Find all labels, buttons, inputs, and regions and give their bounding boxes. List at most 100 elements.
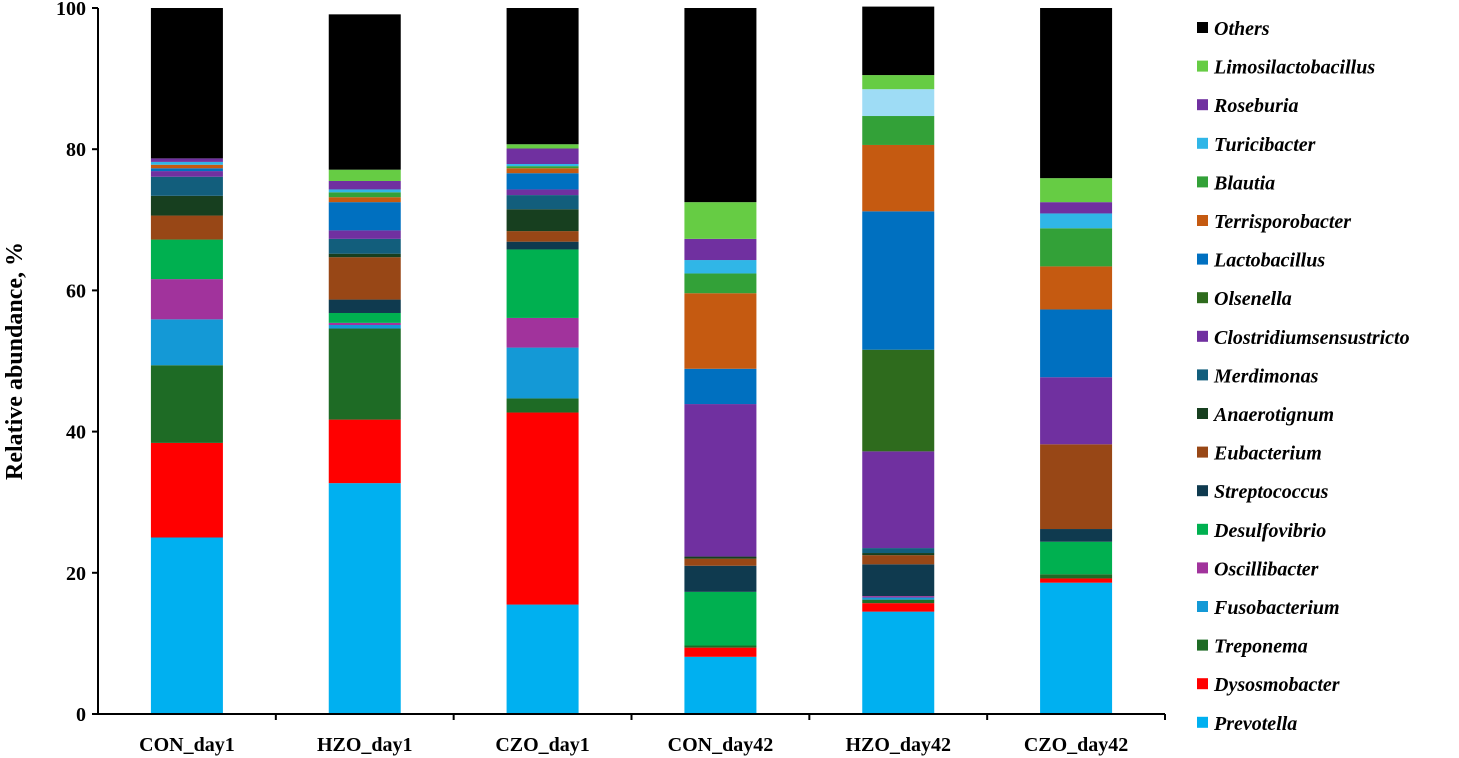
bar-segment-CZO_day42-Clostridiumsensustricto: [1040, 377, 1113, 445]
bar-segment-HZO_day42-Turicibacter: [862, 89, 935, 117]
bar-segment-CZO_day1-Others: [506, 8, 579, 145]
bar-segment-CON_day42-Limosilactobacillus: [684, 202, 757, 239]
legend-label-Fusobacterium: Fusobacterium: [1213, 597, 1340, 619]
bar-segment-CON_day42-Anaerotignum: [684, 556, 757, 559]
bar-segment-CON_day1-Clostridiumsensustricto: [150, 171, 223, 177]
legend-label-Oscillibacter: Oscillibacter: [1214, 558, 1319, 580]
bar-segment-CON_day1-Turicibacter: [150, 161, 223, 165]
bar-segment-HZO_day1-Prevotella: [328, 483, 401, 714]
bar-segment-HZO_day1-Terrisporobacter: [328, 197, 401, 203]
legend-label-Streptococcus: Streptococcus: [1214, 481, 1329, 503]
bar-segment-CZO_day1-Streptococcus: [506, 241, 579, 250]
bars-layer: [150, 6, 1113, 714]
bar-segment-CZO_day1-Desulfovibrio: [506, 249, 579, 318]
bar-segment-CZO_day42-Treponema: [1040, 574, 1113, 579]
bar-segment-CZO_day1-Dysosmobacter: [506, 412, 579, 605]
legend-label-Merdimonas: Merdimonas: [1213, 365, 1319, 387]
legend-swatch-Anaerotignum: [1197, 408, 1208, 419]
bar-segment-CON_day42-Desulfovibrio: [684, 591, 757, 646]
legend-swatch-Prevotella: [1197, 716, 1208, 728]
legend-swatch-Lactobacillus: [1197, 253, 1208, 265]
legend-label-Lactobacillus: Lactobacillus: [1213, 250, 1325, 272]
bar-segment-HZO_day1-Eubacterium: [328, 257, 401, 300]
bar-segment-CON_day42-Treponema: [684, 645, 757, 648]
bar-segment-CZO_day1-Limosilactobacillus: [506, 144, 579, 149]
y-ticks: 0 20 40 60 80 100: [56, 0, 98, 726]
bar-segment-CZO_day42-Roseburia: [1040, 202, 1113, 214]
bar-segment-HZO_day1-Others: [328, 14, 401, 170]
axes-layer: [97, 8, 1165, 715]
bar-segment-CZO_day1-Lactobacillus: [506, 173, 579, 190]
legend-swatch-Streptococcus: [1197, 485, 1208, 497]
bar-segment-CON_day42-Dysosmobacter: [684, 647, 757, 657]
bar-segment-CON_day1-Desulfovibrio: [150, 239, 223, 280]
bar-segment-HZO_day42-Clostridiumsensustricto: [862, 451, 935, 549]
bar-segment-CZO_day1-Blautia: [506, 166, 579, 169]
bar-segment-CZO_day1-Merdimonas: [506, 195, 579, 210]
legend-label-Clostridiumsensustricto: Clostridiumsensustricto: [1214, 327, 1410, 349]
bar-segment-CON_day42-Others: [684, 8, 757, 203]
bar-segment-CZO_day42-Prevotella: [1040, 582, 1113, 714]
bar-segment-HZO_day42-Merdimonas: [862, 548, 935, 554]
bar-segment-CON_day42-Clostridiumsensustricto: [684, 404, 757, 557]
bar-segment-CZO_day1-Prevotella: [506, 604, 579, 714]
bar-segment-CON_day1-Lactobacillus: [150, 168, 223, 172]
bar-segment-CZO_day1-Roseburia: [506, 148, 579, 165]
legend-label-Limosilactobacillus: Limosilactobacillus: [1213, 57, 1375, 79]
bar-segment-CON_day42-Streptococcus: [684, 565, 757, 592]
bar-segment-CZO_day1-Terrisporobacter: [506, 168, 579, 174]
bar-segment-CON_day42-Lactobacillus: [684, 368, 757, 405]
legend-label-Eubacterium: Eubacterium: [1213, 443, 1322, 465]
bar-segment-HZO_day1-Blautia: [328, 192, 401, 198]
bar-segment-CON_day1-Terrisporobacter: [150, 164, 223, 169]
bar-segment-CZO_day42-Dysosmobacter: [1040, 578, 1113, 583]
legend-label-Roseburia: Roseburia: [1213, 95, 1298, 117]
x-category-labels: CON_day1 HZO_day1 CZO_day1 CON_day42 HZO_day…: [139, 714, 1166, 756]
bar-segment-HZO_day42-Fusobacterium: [862, 597, 935, 600]
bar-segment-HZO_day42-Anaerotignum: [862, 553, 935, 556]
legend-label-Treponema: Treponema: [1214, 636, 1308, 658]
bar-segment-HZO_day42-Terrisporobacter: [862, 144, 935, 212]
bar-segment-CZO_day1-Clostridiumsensustricto: [506, 189, 579, 196]
bar-segment-HZO_day42-Eubacterium: [862, 555, 935, 565]
bar-segment-CZO_day42-Eubacterium: [1040, 444, 1113, 530]
bar-segment-CON_day42-Eubacterium: [684, 558, 757, 566]
bar-segment-CZO_day42-Others: [1040, 8, 1113, 179]
bar-segment-HZO_day42-Olsenella: [862, 349, 935, 452]
legend-label-Anaerotignum: Anaerotignum: [1212, 404, 1334, 426]
bar-segment-CON_day1-Oscillibacter: [150, 279, 223, 320]
bar-segment-CZO_day42-Limosilactobacillus: [1040, 178, 1113, 203]
x-label-HZO_day42: HZO_day42: [845, 734, 951, 756]
bar-segment-CON_day1-Others: [150, 8, 223, 159]
bar-segment-CZO_day1-Turicibacter: [506, 164, 579, 167]
legend-label-Dysosmobacter: Dysosmobacter: [1213, 674, 1340, 696]
bar-segment-CON_day42-Roseburia: [684, 238, 757, 261]
legend-label-Others: Others: [1214, 18, 1270, 40]
x-label-CZO_day1: CZO_day1: [495, 734, 589, 756]
bar-segment-HZO_day42-Oscillibacter: [862, 596, 935, 598]
legend-swatch-Dysosmobacter: [1197, 678, 1208, 690]
legend-label-Turicibacter: Turicibacter: [1214, 134, 1316, 156]
bar-segment-HZO_day42-Limosilactobacillus: [862, 75, 935, 90]
bar-segment-HZO_day42-Others: [862, 6, 935, 76]
bar-segment-CZO_day1-Treponema: [506, 398, 579, 413]
bar-segment-CZO_day42-Lactobacillus: [1040, 309, 1113, 378]
x-label-CZO_day42: CZO_day42: [1024, 734, 1128, 756]
legend-swatch-Merdimonas: [1197, 369, 1208, 381]
legend-swatch-Treponema: [1197, 639, 1208, 651]
bar-segment-HZO_day42-Prevotella: [862, 611, 935, 714]
bar-segment-CON_day42-Blautia: [684, 273, 757, 294]
legend-swatch-Blautia: [1197, 176, 1208, 188]
bar-segment-CZO_day1-Anaerotignum: [506, 209, 579, 232]
bar-segment-CON_day42-Turicibacter: [684, 260, 757, 274]
bar-segment-HZO_day1-Roseburia: [328, 180, 401, 190]
y-tick-label-80: 80: [66, 139, 86, 161]
bar-segment-HZO_day1-Limosilactobacillus: [328, 169, 401, 181]
bar-segment-HZO_day1-Merdimonas: [328, 238, 401, 254]
bar-segment-HZO_day1-Lactobacillus: [328, 202, 401, 231]
bar-segment-HZO_day1-Oscillibacter: [328, 322, 401, 325]
bar-segment-CZO_day42-Terrisporobacter: [1040, 266, 1113, 310]
bar-segment-CON_day1-Roseburia: [150, 158, 223, 162]
bar-segment-CON_day1-Prevotella: [150, 537, 223, 714]
x-label-HZO_day1: HZO_day1: [317, 734, 413, 756]
